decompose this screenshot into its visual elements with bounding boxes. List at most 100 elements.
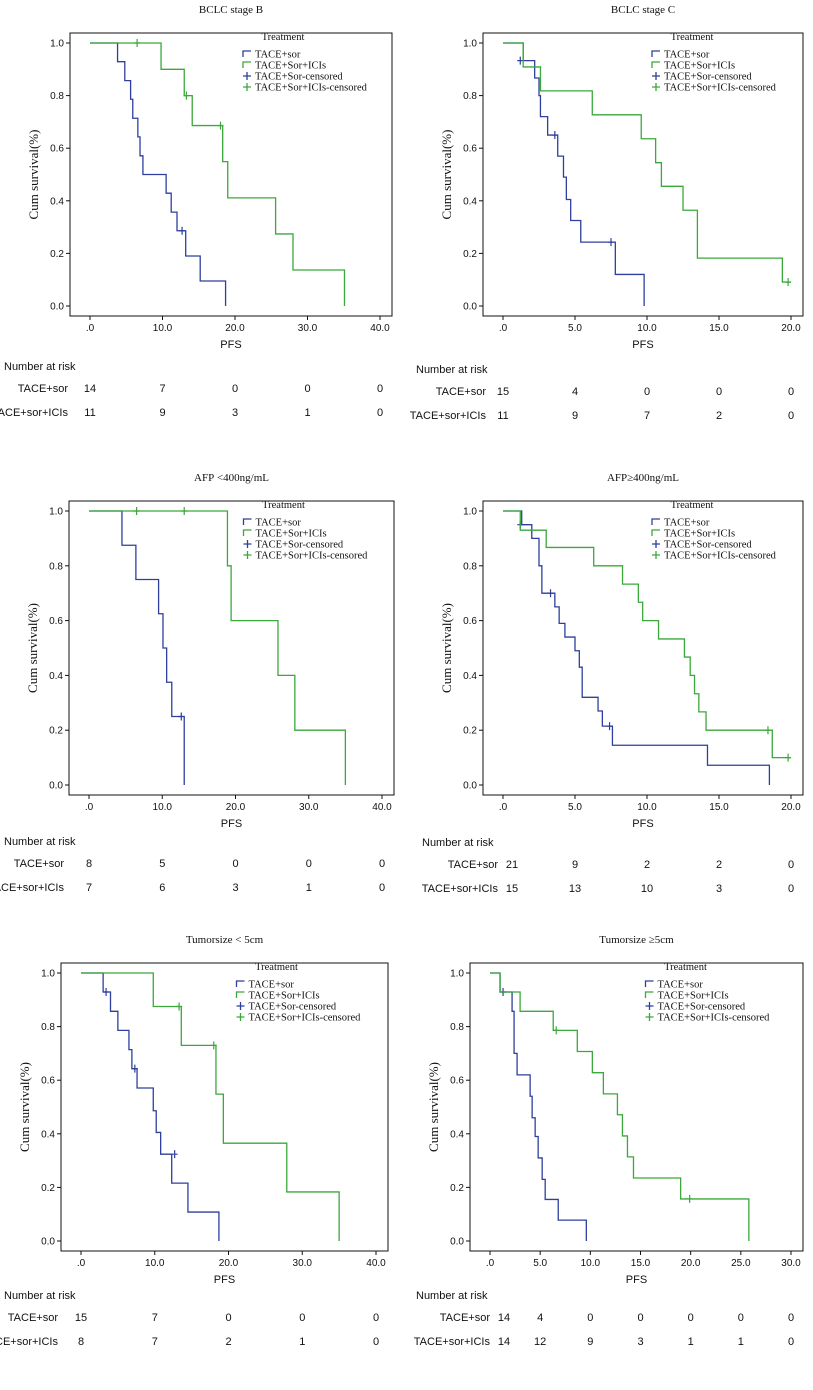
legend-label: TACE+Sor+ICIs (664, 61, 735, 72)
risk-count: 0 (687, 1312, 694, 1324)
x-tick-label: .0 (85, 802, 94, 813)
x-tick-label: 5.0 (533, 1258, 547, 1269)
risk-row-label: TACE+sor+ICIs (421, 883, 498, 895)
risk-table: Number at risk TACE+sor 14 7 0 0 0 TACE+sor+ICI… (0, 361, 403, 431)
risk-count: 0 (372, 1312, 380, 1324)
legend-title: Treatment (262, 32, 305, 43)
km-chart-svg: Tumorsize ≥5cm 0.0 0.2 0.4 0.6 0.8 1.0 .0 5.0 10.… (426, 934, 804, 1286)
risk-count: 7 (643, 410, 651, 422)
km-panel-4: AFP≥400ng/mL 0.0 0.2 0.4 0.6 0.8 1.0 .0 5.0 10.0 1… (410, 468, 813, 928)
risk-count: 2 (643, 859, 651, 871)
censor-mark (183, 91, 190, 100)
legend-label: TACE+Sor+ICIs-censored (256, 551, 369, 562)
legend-label: TACE+sor (256, 518, 302, 529)
plot-frame (68, 500, 395, 796)
censor-mark (686, 1194, 693, 1203)
y-tick-label: 0.4 (463, 671, 477, 682)
risk-count: 0 (305, 858, 312, 870)
survival-curve-tace-sor (81, 972, 220, 1241)
survival-curve-tace-sor (503, 42, 645, 306)
plot-frame (482, 500, 804, 796)
risk-count: 11 (497, 410, 509, 422)
legend-label: TACE+Sor+ICIs-censored (664, 551, 777, 562)
legend-title: Treatment (262, 500, 305, 511)
y-tick-label: 0.6 (450, 1076, 464, 1087)
legend-label: TACE+sor (249, 980, 295, 991)
y-tick-label: 0.0 (49, 781, 63, 792)
plot-frame (69, 32, 393, 317)
risk-count: 4 (537, 1312, 544, 1324)
y-tick-label: 0.4 (463, 196, 477, 207)
legend-label: TACE+Sor+ICIs (658, 991, 729, 1002)
y-tick-label: 0.8 (50, 91, 64, 102)
y-tick-label: 0.6 (49, 616, 63, 627)
risk-count: 1 (687, 1336, 694, 1348)
y-tick-label: 0.8 (49, 561, 63, 572)
y-tick-label: 0.8 (463, 91, 477, 102)
legend-label: TACE+Sor+ICIs-censored (255, 83, 368, 94)
legend-label: TACE+sor (664, 518, 710, 529)
risk-count: 0 (232, 858, 239, 870)
risk-count: 0 (376, 383, 384, 395)
legend-censor-icon (652, 83, 660, 91)
risk-table-heading: Number at risk (416, 364, 488, 376)
risk-table-heading: Number at risk (416, 1290, 488, 1302)
x-tick-label: 10.0 (581, 1258, 601, 1269)
risk-count: 0 (372, 1336, 380, 1348)
risk-count: 3 (637, 1336, 644, 1348)
risk-count: 7 (151, 1312, 158, 1324)
risk-count: 1 (299, 1336, 306, 1348)
chart-title: AFP <400ng/mL (194, 472, 269, 484)
risk-count: 1 (305, 882, 312, 894)
risk-count: 9 (587, 1336, 594, 1348)
legend-censor-icon (243, 551, 252, 559)
legend-label: TACE+Sor+ICIs (255, 61, 326, 72)
risk-count: 8 (77, 1336, 85, 1348)
censor-mark (553, 1026, 560, 1035)
x-tick-label: 20.0 (226, 802, 246, 813)
plot-frame (469, 962, 804, 1252)
y-tick-label: 1.0 (41, 969, 55, 980)
censor-mark (131, 1064, 138, 1073)
risk-count: 0 (715, 386, 723, 398)
y-tick-label: 0.0 (463, 781, 477, 792)
legend-title: Treatment (671, 32, 714, 43)
risk-count: 0 (787, 1336, 795, 1348)
legend-line-icon (651, 50, 660, 57)
censor-mark (171, 1150, 178, 1159)
risk-table-heading: Number at risk (4, 836, 76, 848)
survival-curve-tace-sor-icis (503, 42, 791, 283)
censor-mark (210, 1041, 217, 1050)
legend-line-icon (651, 518, 660, 525)
y-tick-label: 1.0 (50, 39, 64, 50)
risk-count: 0 (643, 386, 651, 398)
y-tick-label: 0.6 (463, 616, 477, 627)
y-tick-label: 0.2 (450, 1183, 464, 1194)
risk-count: 15 (496, 386, 510, 398)
risk-count: 9 (571, 410, 579, 422)
risk-row-label: TACE+sor (447, 859, 498, 871)
plot-frame (482, 32, 804, 317)
legend-label: TACE+Sor-censored (658, 1002, 746, 1013)
y-tick-label: 0.4 (450, 1129, 464, 1140)
risk-count: 0 (299, 1312, 306, 1324)
x-tick-label: 5.0 (568, 802, 582, 813)
censor-mark (547, 589, 554, 598)
risk-count: 10 (640, 883, 654, 895)
censor-mark (179, 226, 186, 235)
risk-count: 0 (587, 1312, 594, 1324)
legend-line-icon (242, 529, 252, 536)
y-tick-label: 0.0 (50, 302, 64, 313)
y-tick-label: 0.0 (463, 302, 477, 313)
survival-curve-tace-sor (90, 42, 227, 306)
censor-mark (178, 712, 185, 721)
legend-censor-icon (645, 1002, 654, 1010)
y-tick-label: 0.6 (41, 1076, 55, 1087)
risk-count: 9 (571, 859, 579, 871)
censor-mark (517, 56, 524, 65)
km-panel-2: BCLC stage C 0.0 0.2 0.4 0.6 0.8 1.0 .0 5.0 10.0 1… (410, 0, 813, 460)
y-axis-label: Cum survival(%) (25, 603, 40, 693)
y-tick-label: 0.8 (41, 1022, 55, 1033)
x-tick-label: 10.0 (153, 802, 173, 813)
risk-count: 7 (151, 1336, 158, 1348)
